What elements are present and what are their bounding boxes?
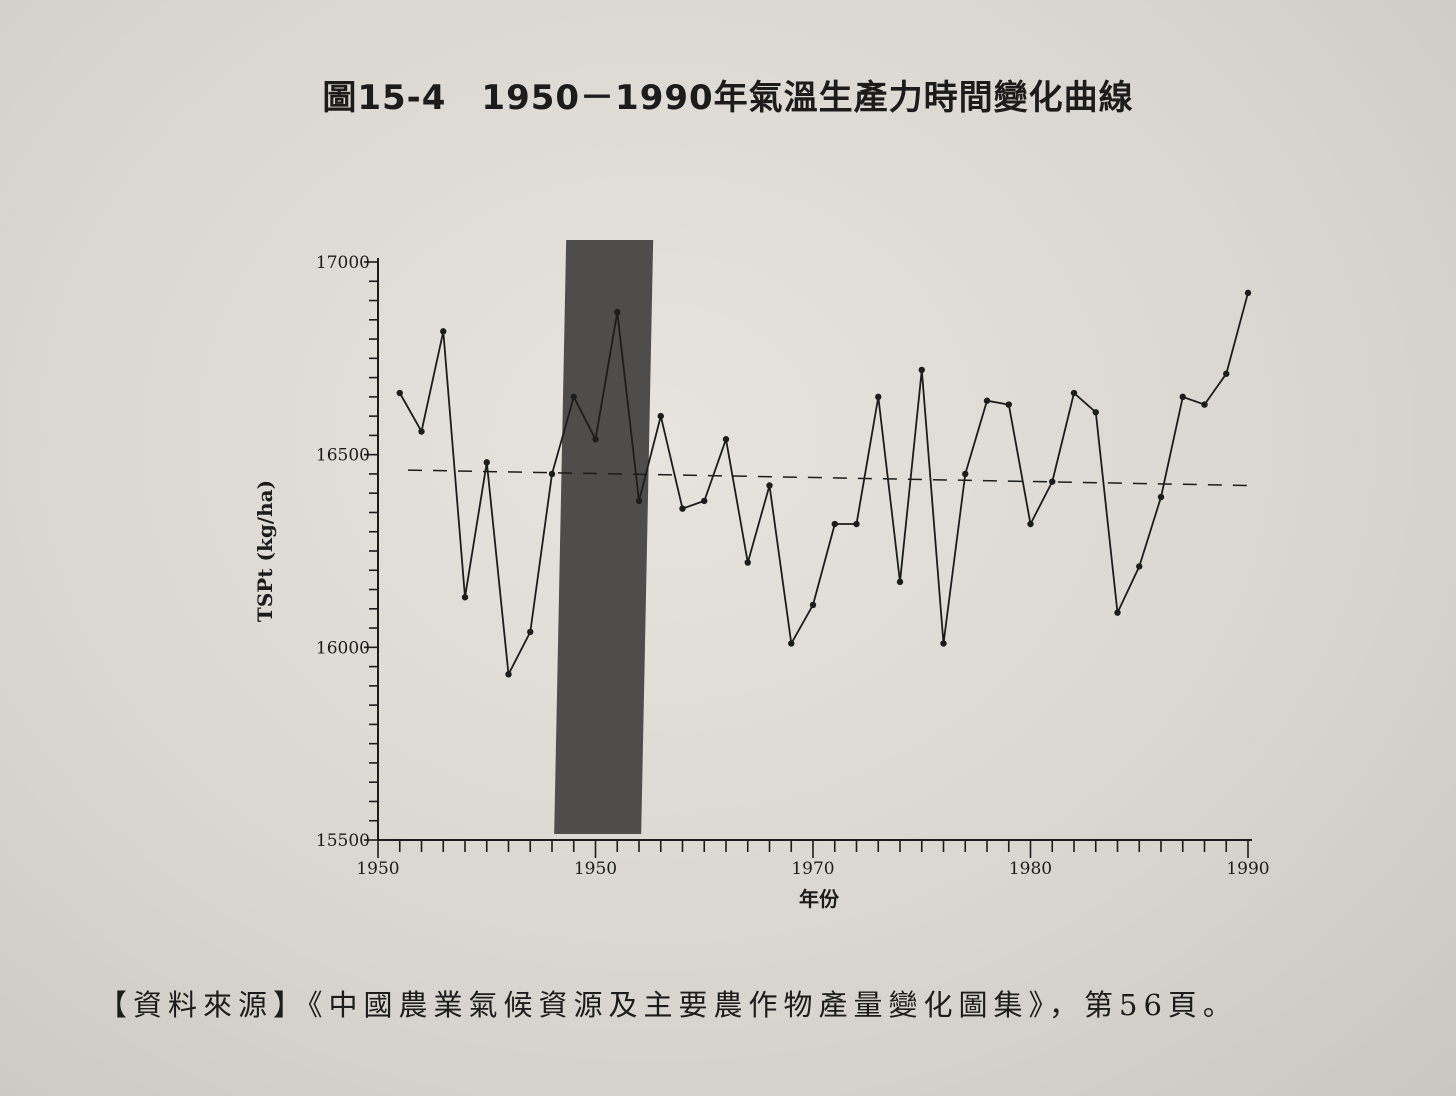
data-point <box>1027 520 1034 528</box>
y-tick-label: 16500 <box>316 446 370 466</box>
y-axis-title: TSPt (kg/ha) <box>253 480 277 622</box>
data-point <box>461 594 469 601</box>
data-point <box>1179 393 1186 401</box>
data-point <box>831 520 838 528</box>
data-point <box>1114 609 1121 616</box>
y-tick-label: 15500 <box>316 831 370 851</box>
data-point <box>418 428 425 435</box>
shaded-band <box>554 240 654 834</box>
x-tick-label: 1990 <box>1226 859 1269 879</box>
data-point <box>896 578 904 586</box>
x-tick-label: 1950 <box>356 859 399 879</box>
data-point <box>614 308 621 316</box>
data-point <box>918 366 925 374</box>
source-citation: 【資料來源】《中國農業氣候資源及主要農作物產量變化圖集》，第56頁。 <box>98 982 1238 1024</box>
data-point <box>635 497 643 505</box>
data-point <box>1136 563 1143 570</box>
y-tick-label: 17000 <box>316 253 370 273</box>
data-point <box>1070 389 1078 397</box>
data-point <box>875 393 882 401</box>
data-point <box>1201 401 1208 408</box>
data-point <box>483 459 490 466</box>
mean-dashed-line <box>407 469 1249 487</box>
data-point <box>744 559 751 566</box>
data-point <box>657 412 664 420</box>
data-point <box>809 601 817 609</box>
data-point <box>788 640 795 647</box>
x-axis-title: 年份 <box>799 887 840 911</box>
data-point <box>548 470 556 478</box>
data-point <box>527 628 534 636</box>
series-line <box>399 292 1249 678</box>
data-point <box>1223 370 1230 377</box>
x-tick-label: 1950 <box>574 859 617 879</box>
data-point <box>766 482 773 489</box>
data-point <box>853 520 860 528</box>
x-tick-label: 1980 <box>1009 859 1052 879</box>
data-point <box>570 393 577 401</box>
figure-title: 圖15-4 1950－1990年氣溫生產力時間變化曲線 <box>322 78 1134 118</box>
data-point <box>440 328 447 335</box>
source-text: 《中國農業氣候資源及主要農作物產量變化圖集》，第56頁。 <box>308 988 1238 1022</box>
data-point <box>1244 289 1252 297</box>
data-point <box>592 436 599 443</box>
data-point <box>722 436 730 443</box>
data-point <box>1049 478 1056 485</box>
data-point <box>396 389 403 397</box>
data-point <box>940 640 947 647</box>
data-point <box>701 497 708 505</box>
y-tick-label: 16000 <box>316 638 370 658</box>
data-point <box>1092 409 1099 416</box>
data-point <box>679 505 686 512</box>
source-label: 【資料來源】 <box>98 988 309 1022</box>
data-point <box>505 671 512 678</box>
data-point <box>1005 401 1012 408</box>
data-point <box>1157 493 1165 501</box>
x-tick-label: 1970 <box>791 859 834 879</box>
data-point <box>983 397 991 404</box>
data-point <box>962 470 969 478</box>
